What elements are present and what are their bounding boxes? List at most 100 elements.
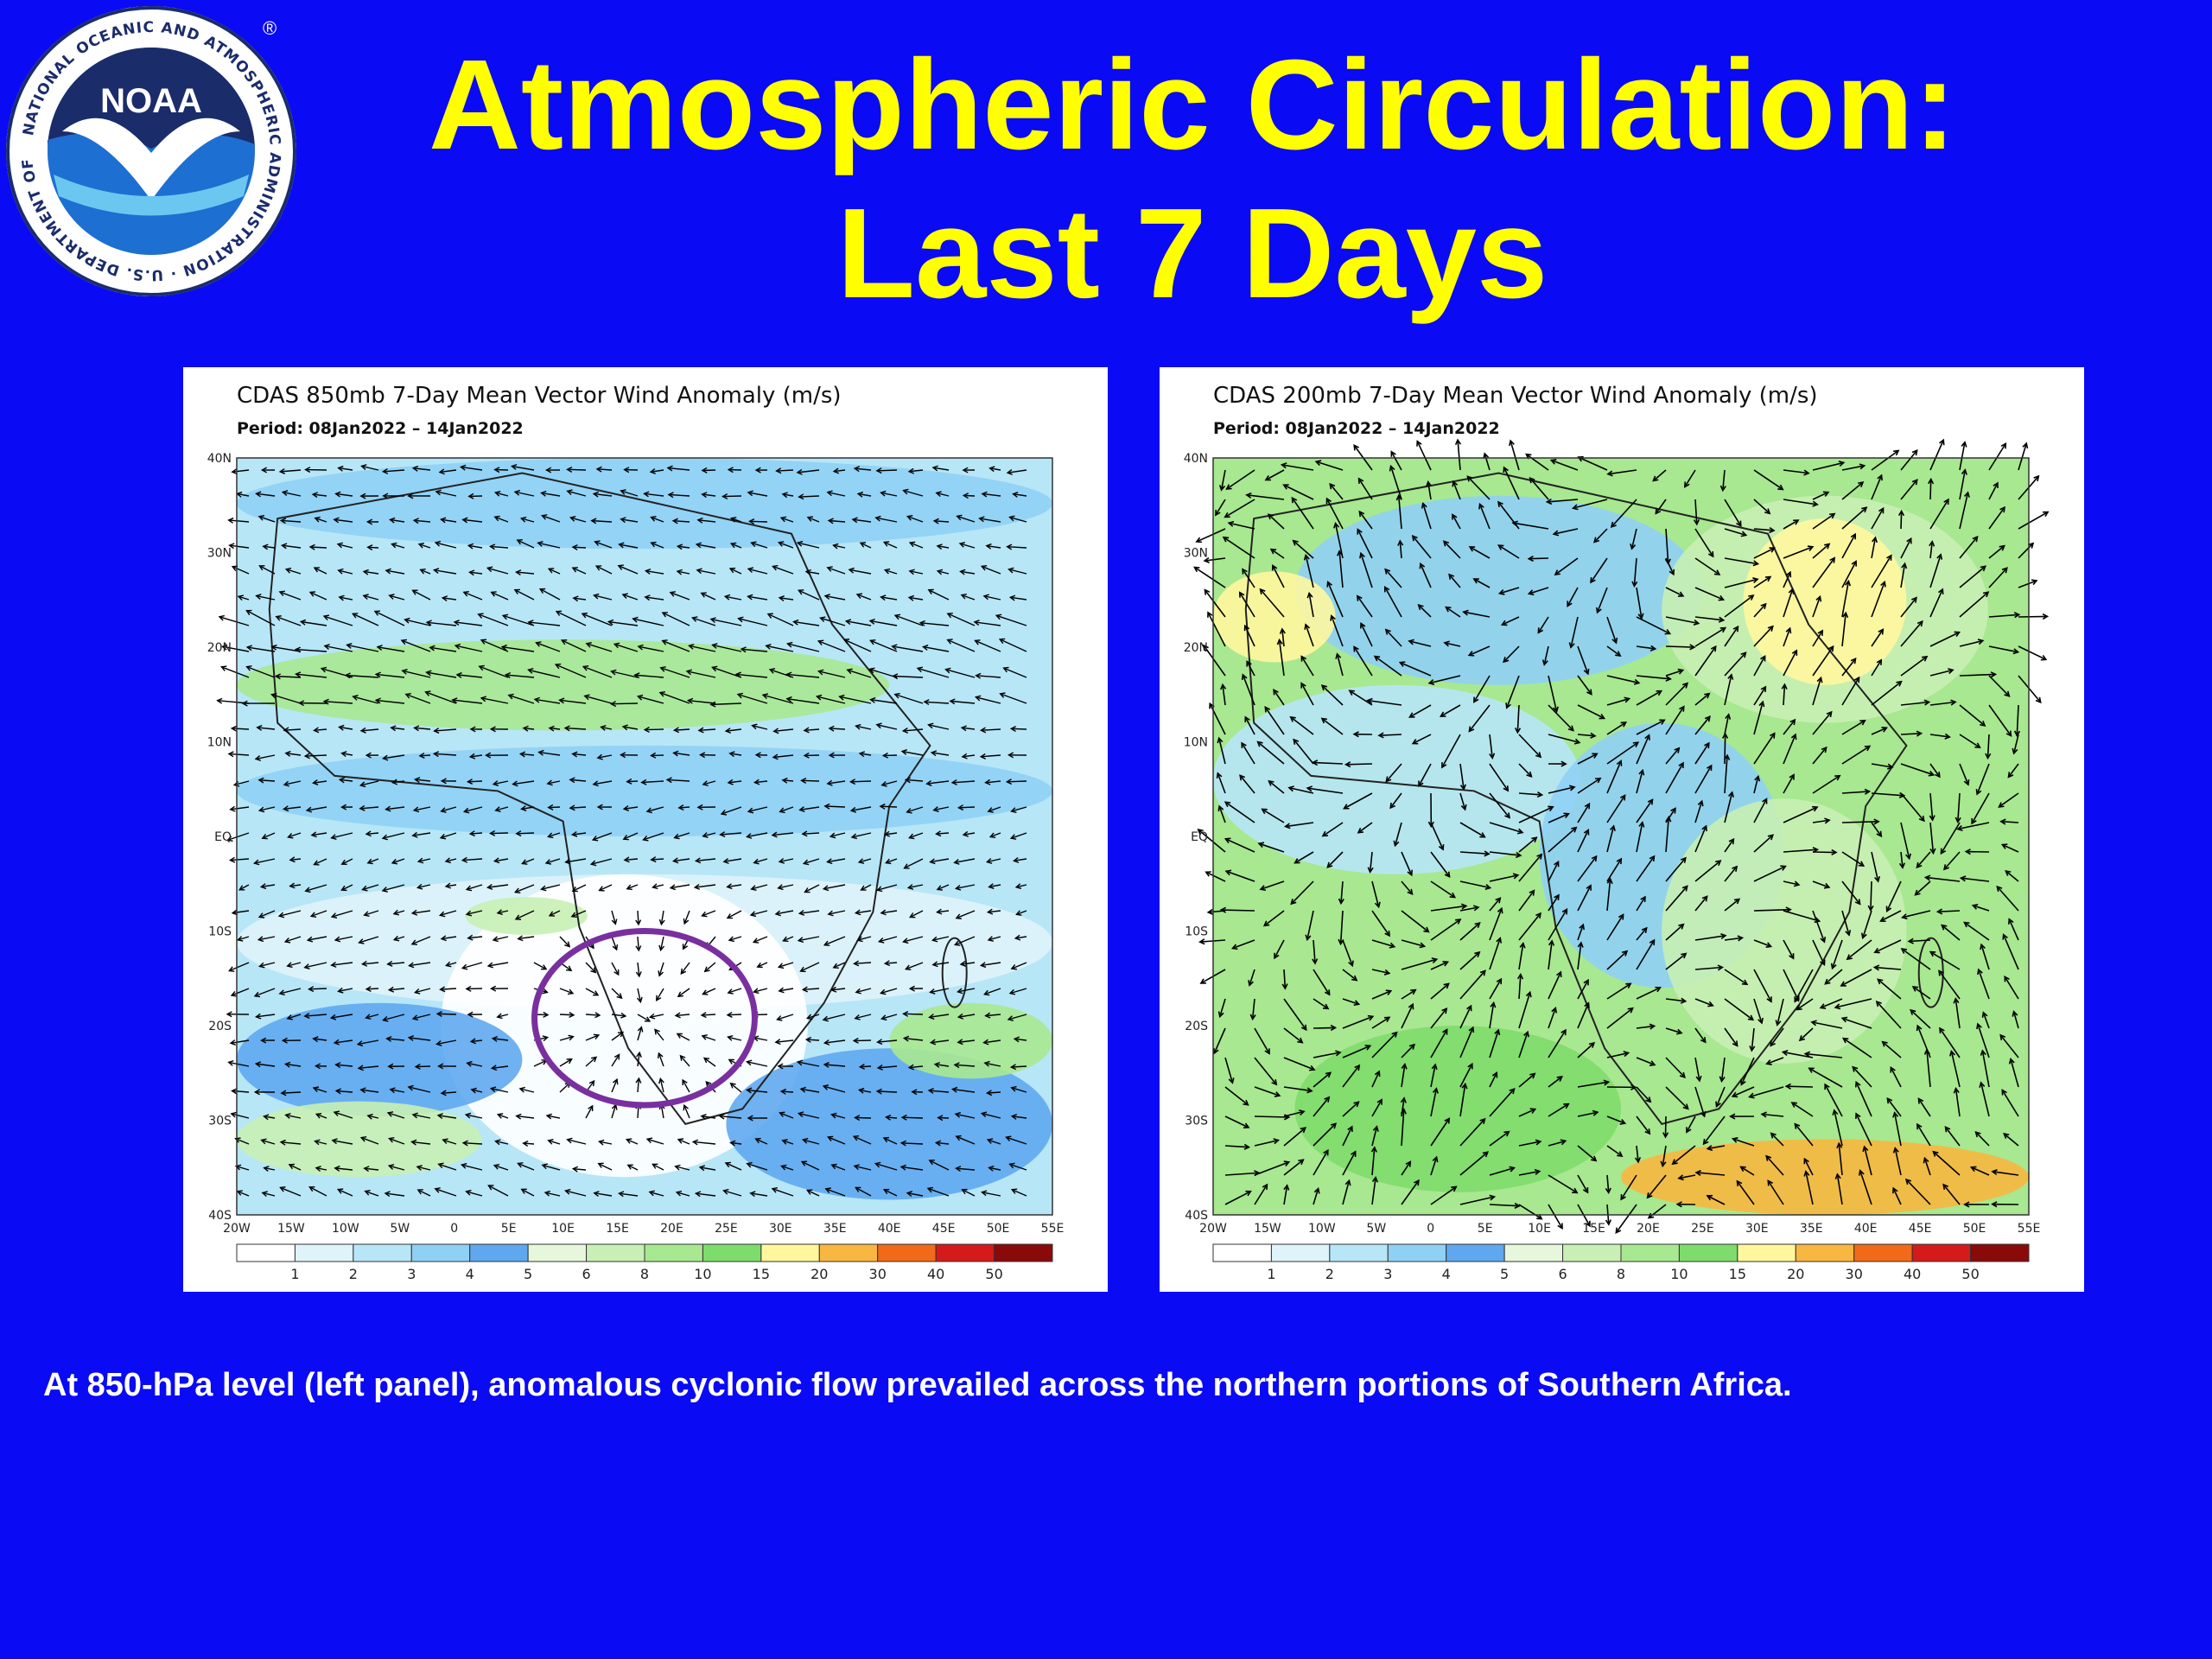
lon-tick-label: 5W xyxy=(1366,1222,1386,1236)
lon-tick-label: 30E xyxy=(769,1222,792,1236)
colorbar-label: 40 xyxy=(1904,1266,1921,1282)
lon-tick-label: 45E xyxy=(932,1222,956,1236)
panel-period: Period: 08Jan2022 – 14Jan2022 xyxy=(237,419,524,438)
cyclonic-flow-highlight xyxy=(531,928,758,1109)
lat-tick-label: 30S xyxy=(1185,1115,1208,1128)
panel-title: CDAS 200mb 7-Day Mean Vector Wind Anomal… xyxy=(1213,383,1818,409)
colorbar-label: 20 xyxy=(1787,1266,1804,1282)
lon-tick-label: 25E xyxy=(715,1222,738,1236)
colorbar-label: 15 xyxy=(753,1266,770,1282)
title-line-2: Last 7 Days xyxy=(836,182,1548,325)
lon-tick-label: 0 xyxy=(1427,1222,1434,1236)
lon-tick-label: 35E xyxy=(1800,1222,1823,1236)
panel-850mb-wind-anomaly: 40N 30N 20N 10N EQ 10S 20S 30S 40S 20W 15W 10W 5W 0 5E… xyxy=(183,367,1108,1292)
lon-tick-label: 20W xyxy=(1199,1222,1227,1236)
colorbar-label: 40 xyxy=(927,1266,944,1282)
panel-200mb-wind-anomaly: 40N 30N 20N 10N EQ 10S 20S 30S 40S 20W 15W 10W 5W 0 5E… xyxy=(1160,367,2084,1292)
colorbar-label: 3 xyxy=(407,1266,416,1282)
wind-vectors xyxy=(216,463,1027,1198)
logo-text: NOAA xyxy=(100,82,202,120)
lat-tick-label: 10N xyxy=(207,736,232,750)
lat-tick-label: 40N xyxy=(1184,452,1208,466)
colorbar-label: 2 xyxy=(1325,1266,1334,1282)
lon-tick-label: 15W xyxy=(1254,1222,1281,1236)
colorbar-label: 1 xyxy=(290,1266,299,1282)
panel-period: Period: 08Jan2022 – 14Jan2022 xyxy=(1213,419,1500,438)
lat-tick-label: 20N xyxy=(1184,641,1208,655)
noaa-logo: NATIONAL OCEANIC AND ATMOSPHERIC ADMINIS… xyxy=(0,0,301,301)
lon-tick-label: 20E xyxy=(1637,1222,1660,1236)
lat-tick-label: 40N xyxy=(207,452,232,466)
lon-tick-label: 15E xyxy=(1582,1222,1605,1236)
colorbar-label: 50 xyxy=(985,1266,1002,1282)
lat-tick-label: 20N xyxy=(207,641,232,655)
lon-tick-label: 30E xyxy=(1745,1222,1769,1236)
lon-tick-label: 55E xyxy=(2018,1222,2041,1236)
colorbar-label: 2 xyxy=(349,1266,358,1282)
colorbar-label: 15 xyxy=(1729,1266,1746,1282)
colorbar-label: 10 xyxy=(1670,1266,1688,1282)
colorbar-label: 6 xyxy=(582,1266,590,1282)
colorbar-label: 3 xyxy=(1383,1266,1392,1282)
noaa-emblem-icon: NATIONAL OCEANIC AND ATMOSPHERIC ADMINIS… xyxy=(0,0,296,296)
colorbar-label: 5 xyxy=(1500,1266,1509,1282)
lon-tick-label: 35E xyxy=(823,1222,847,1236)
lon-tick-label: 40E xyxy=(878,1222,901,1236)
lat-tick-label: 10S xyxy=(1185,925,1208,939)
colorbar-label: 8 xyxy=(1617,1266,1625,1282)
colorbar-label: 6 xyxy=(1558,1266,1567,1282)
panel-title: CDAS 850mb 7-Day Mean Vector Wind Anomal… xyxy=(237,383,842,409)
lon-tick-label: 10W xyxy=(1308,1222,1336,1236)
wind-vectors xyxy=(1193,438,2050,1234)
colorbar-label: 8 xyxy=(640,1266,649,1282)
lon-tick-label: 55E xyxy=(1041,1222,1065,1236)
lat-tick-label: 40S xyxy=(1185,1209,1208,1223)
colorbar-label: 5 xyxy=(524,1266,532,1282)
lon-tick-label: 5E xyxy=(501,1222,517,1236)
lat-tick-label: EQ xyxy=(1191,830,1208,844)
colorbar-label: 30 xyxy=(1846,1266,1863,1282)
colorbar: 1 2 3 4 5 6 8 10 15 20 30 40 50 xyxy=(1212,1243,2030,1282)
lat-tick-label: 40S xyxy=(208,1209,232,1223)
lat-tick-label: 20S xyxy=(208,1020,232,1033)
map-plot-area xyxy=(216,458,1052,1215)
colorbar-label: 4 xyxy=(466,1266,474,1282)
registered-mark: ® xyxy=(263,17,276,39)
lon-tick-label: 20W xyxy=(223,1222,251,1236)
title-line-1: Atmospheric Circulation: xyxy=(429,34,1956,176)
colorbar-label: 20 xyxy=(810,1266,828,1282)
lat-tick-label: EQ xyxy=(214,830,232,844)
lat-tick-label: 10S xyxy=(208,925,232,939)
colorbar-label: 1 xyxy=(1267,1266,1275,1282)
lon-tick-label: 0 xyxy=(450,1222,458,1236)
lat-tick-label: 30N xyxy=(1184,547,1208,561)
slide-caption: At 850-hPa level (left panel), anomalous… xyxy=(43,1367,1792,1403)
lon-tick-label: 20E xyxy=(660,1222,683,1236)
colorbar-label: 50 xyxy=(1961,1266,1979,1282)
lon-tick-label: 5E xyxy=(1478,1222,1493,1236)
lon-tick-label: 10E xyxy=(551,1222,575,1236)
lon-tick-label: 15W xyxy=(277,1222,305,1236)
lon-tick-label: 10W xyxy=(332,1222,359,1236)
lon-tick-label: 50E xyxy=(987,1222,1010,1236)
lat-tick-label: 20S xyxy=(1185,1020,1208,1033)
colorbar-label: 30 xyxy=(869,1266,887,1282)
lat-tick-label: 30S xyxy=(208,1115,232,1128)
colorbar-label: 10 xyxy=(694,1266,711,1282)
lon-tick-label: 10E xyxy=(1528,1222,1551,1236)
lon-tick-label: 15E xyxy=(606,1222,629,1236)
lon-tick-label: 45E xyxy=(1909,1222,1932,1236)
lat-tick-label: 30N xyxy=(207,547,232,561)
lon-tick-label: 50E xyxy=(1963,1222,1986,1236)
lon-tick-label: 5W xyxy=(390,1222,410,1236)
slide-title: Atmospheric Circulation: Last 7 Days xyxy=(363,31,2022,328)
colorbar-label: 4 xyxy=(1442,1266,1451,1282)
map-plot-area xyxy=(1193,438,2050,1234)
colorbar: 1 2 3 4 5 6 8 10 15 20 30 40 50 xyxy=(236,1243,1053,1282)
lon-tick-label: 25E xyxy=(1691,1222,1714,1236)
lat-tick-label: 10N xyxy=(1184,736,1208,750)
lon-tick-label: 40E xyxy=(1854,1222,1878,1236)
